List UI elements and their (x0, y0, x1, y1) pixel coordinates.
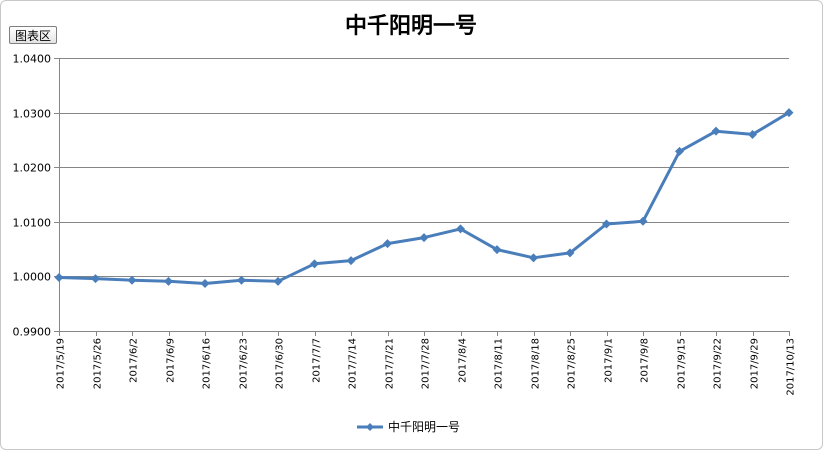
x-tick-label: 2017/8/4 (458, 338, 469, 383)
data-point-marker (565, 248, 575, 258)
x-tick-label: 2017/9/15 (677, 338, 688, 389)
x-tick-label: 2017/5/19 (56, 338, 67, 389)
data-point-marker (91, 274, 100, 284)
chart-title: 中千阳明一号 (345, 13, 477, 39)
data-point-marker (54, 272, 64, 282)
data-point-marker (164, 276, 173, 286)
x-tick-label: 2017/9/22 (713, 338, 724, 389)
x-tick-label: 2017/5/26 (93, 338, 104, 389)
x-tick-label: 2017/9/8 (640, 338, 651, 383)
data-point-marker (602, 219, 611, 229)
data-point-marker (200, 278, 210, 288)
x-tick-label: 2017/8/18 (531, 338, 542, 389)
data-point-marker (127, 275, 137, 285)
x-tick-label: 2017/8/11 (494, 338, 505, 389)
x-tick-label: 2017/6/9 (166, 338, 177, 383)
x-tick-labels: 2017/5/19 2017/5/26 2017/6/2 2017/6/9 2017/6… (56, 338, 797, 396)
data-point-marker (529, 253, 538, 263)
x-tick-label: 2017/6/2 (129, 338, 140, 383)
legend: 中千阳明一号 (357, 419, 460, 434)
x-tick-label: 2017/8/25 (567, 338, 578, 389)
legend-marker-icon (366, 423, 374, 431)
y-tick-label: 1.0000 (13, 271, 52, 284)
y-tick-label: 1.0300 (13, 108, 52, 121)
x-tick-label: 2017/6/16 (202, 338, 213, 389)
data-point-marker (748, 129, 757, 139)
y-tick-label: 1.0400 (13, 53, 52, 66)
data-point-marker (675, 146, 684, 156)
series-layer (54, 108, 794, 288)
x-tick-label: 2017/7/7 (312, 338, 323, 383)
chart-area-button[interactable]: 图表区 (9, 26, 58, 44)
x-tick-label: 2017/7/28 (421, 338, 432, 389)
gridlines (59, 58, 789, 277)
y-tick-label: 1.0100 (13, 217, 52, 230)
y-tick-label: 1.0200 (13, 162, 52, 175)
y-tick-labels: 0.9900 1.0000 1.0100 1.0200 1.0300 1.0400 (13, 53, 52, 339)
data-point-marker (419, 233, 429, 243)
data-point-marker (456, 224, 465, 234)
legend-label: 中千阳明一号 (388, 419, 460, 434)
x-tick-label: 2017/6/23 (239, 338, 250, 389)
data-point-marker (711, 126, 721, 136)
x-tick-label: 2017/10/13 (786, 338, 797, 396)
x-tick-label: 2017/6/30 (275, 338, 286, 389)
x-tick-label: 2017/7/14 (348, 338, 359, 389)
data-point-marker (492, 245, 502, 255)
series-line (58, 111, 790, 285)
y-tick-label: 0.9900 (13, 326, 52, 339)
x-tick-label: 2017/7/21 (385, 338, 396, 389)
axes (54, 58, 790, 336)
data-point-marker (237, 275, 246, 285)
x-tick-label: 2017/9/1 (604, 338, 615, 383)
data-point-marker (383, 239, 392, 249)
data-point-marker (346, 256, 356, 266)
data-point-marker (784, 108, 794, 118)
data-point-marker (310, 259, 319, 269)
data-point-marker (273, 276, 283, 286)
x-tick-label: 2017/9/29 (750, 338, 761, 389)
data-point-marker (638, 216, 648, 226)
